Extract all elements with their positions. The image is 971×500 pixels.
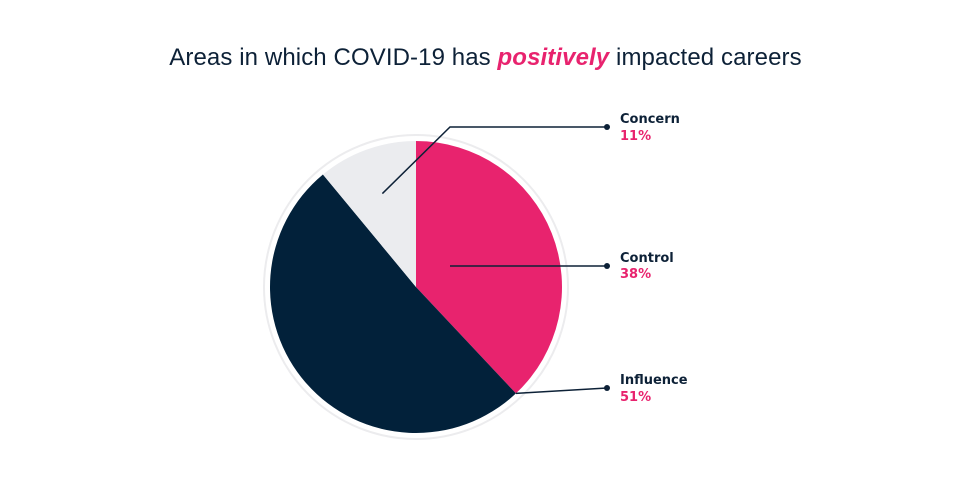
chart-title-suffix: impacted careers <box>609 44 802 71</box>
pie-slice-influence <box>269 174 516 434</box>
leader-line-influence <box>515 387 608 395</box>
slice-label-influence: Influence <box>620 373 688 388</box>
chart-title-prefix: Areas in which COVID-19 has <box>169 44 498 71</box>
chart-title-highlight: positively <box>497 44 610 71</box>
pie-slice-concern <box>322 141 416 287</box>
pie-slices <box>269 141 562 434</box>
leader-lines <box>381 124 610 395</box>
slice-value-concern: 11% <box>620 129 651 144</box>
pie-slice-control <box>416 141 562 394</box>
slice-value-influence: 51% <box>620 390 651 405</box>
leader-dot-concern <box>604 124 610 130</box>
chart-title: Areas in which COVID-19 has positively i… <box>0 44 971 72</box>
slice-label-control: Control <box>620 251 674 266</box>
slice-value-control: 38% <box>620 267 651 282</box>
leader-dot-control <box>604 263 610 269</box>
slice-label-concern: Concern <box>620 112 680 127</box>
leader-line-concern <box>381 126 607 195</box>
leader-dot-influence <box>604 385 610 391</box>
